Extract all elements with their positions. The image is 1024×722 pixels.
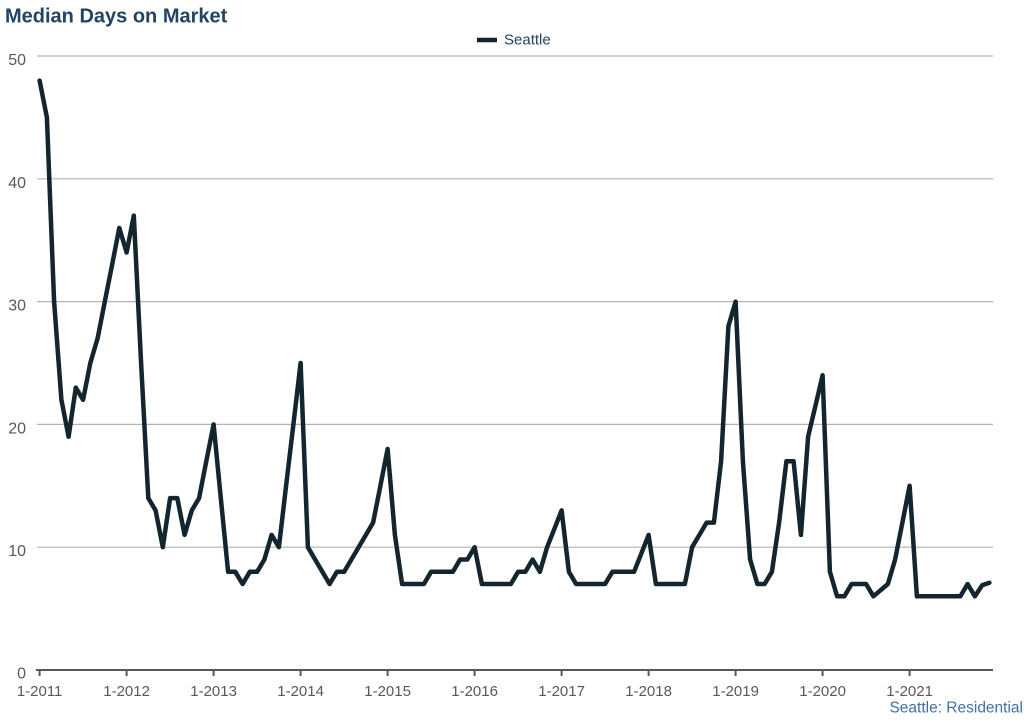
svg-text:Seattle: Seattle <box>504 31 551 48</box>
svg-text:1-2019: 1-2019 <box>712 683 759 700</box>
svg-text:1-2016: 1-2016 <box>451 683 498 700</box>
svg-text:0: 0 <box>17 666 26 683</box>
svg-text:20: 20 <box>8 420 26 437</box>
svg-text:1-2015: 1-2015 <box>364 683 411 700</box>
svg-text:1-2013: 1-2013 <box>190 683 237 700</box>
svg-text:1-2021: 1-2021 <box>886 683 933 700</box>
svg-text:40: 40 <box>8 175 26 192</box>
svg-text:1-2012: 1-2012 <box>103 683 150 700</box>
svg-text:1-2020: 1-2020 <box>799 683 846 700</box>
svg-text:Seattle: Residential: Seattle: Residential <box>889 700 1023 717</box>
svg-text:30: 30 <box>8 298 26 315</box>
svg-text:1-2018: 1-2018 <box>625 683 672 700</box>
svg-text:1-2017: 1-2017 <box>538 683 585 700</box>
svg-text:10: 10 <box>8 543 26 560</box>
svg-text:Median Days on Market: Median Days on Market <box>5 6 228 28</box>
svg-text:50: 50 <box>8 52 26 69</box>
svg-text:1-2014: 1-2014 <box>277 683 324 700</box>
svg-text:1-2011: 1-2011 <box>17 683 63 700</box>
